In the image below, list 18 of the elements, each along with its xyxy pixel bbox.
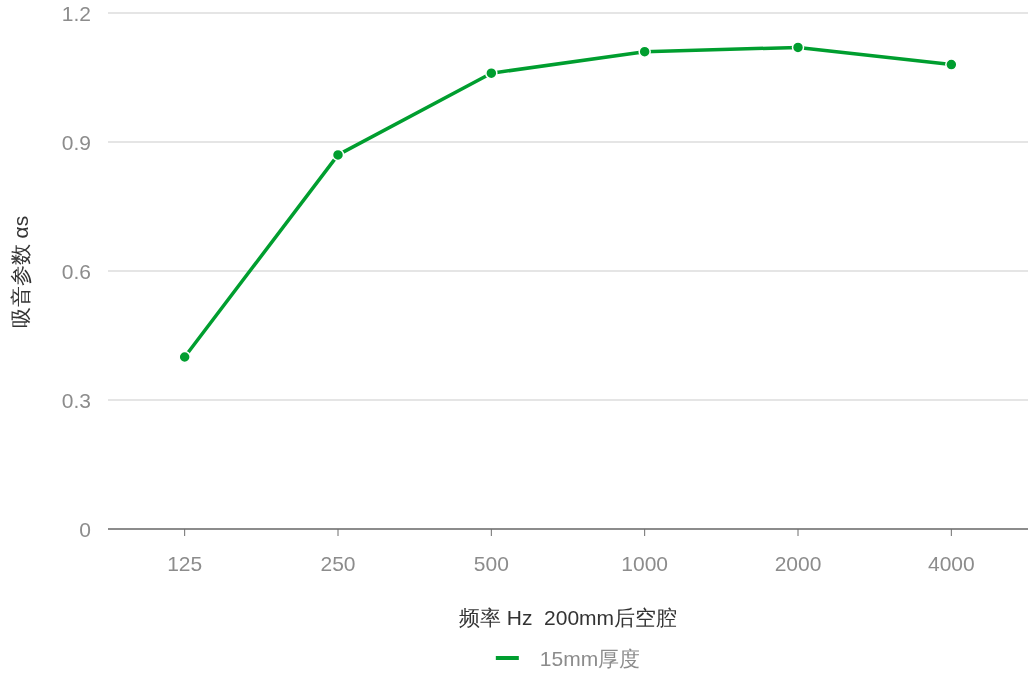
y-tick-label: 0.6: [61, 259, 91, 283]
y-tick-label: 0.3: [61, 388, 91, 412]
y-tick-label: 0: [79, 517, 91, 541]
y-axis-title: 吸音参数 αs: [8, 215, 32, 329]
y-tick-label: 0.9: [61, 130, 91, 154]
x-tick-label: 125: [167, 551, 203, 575]
x-tick-label: 4000: [927, 551, 975, 575]
x-axis-title: 频率 Hz 200mm后空腔: [458, 605, 678, 629]
x-tick-label: 1000: [621, 551, 669, 575]
y-tick-label: 1.2: [61, 1, 91, 25]
legend-label: 15mm厚度: [539, 646, 641, 670]
x-tick-label: 500: [473, 551, 509, 575]
point: [331, 148, 345, 162]
point: [178, 350, 191, 364]
x-tick-label: 250: [320, 551, 356, 575]
point: [485, 66, 498, 80]
x-tick-label: 2000: [774, 551, 822, 575]
point: [791, 41, 805, 54]
